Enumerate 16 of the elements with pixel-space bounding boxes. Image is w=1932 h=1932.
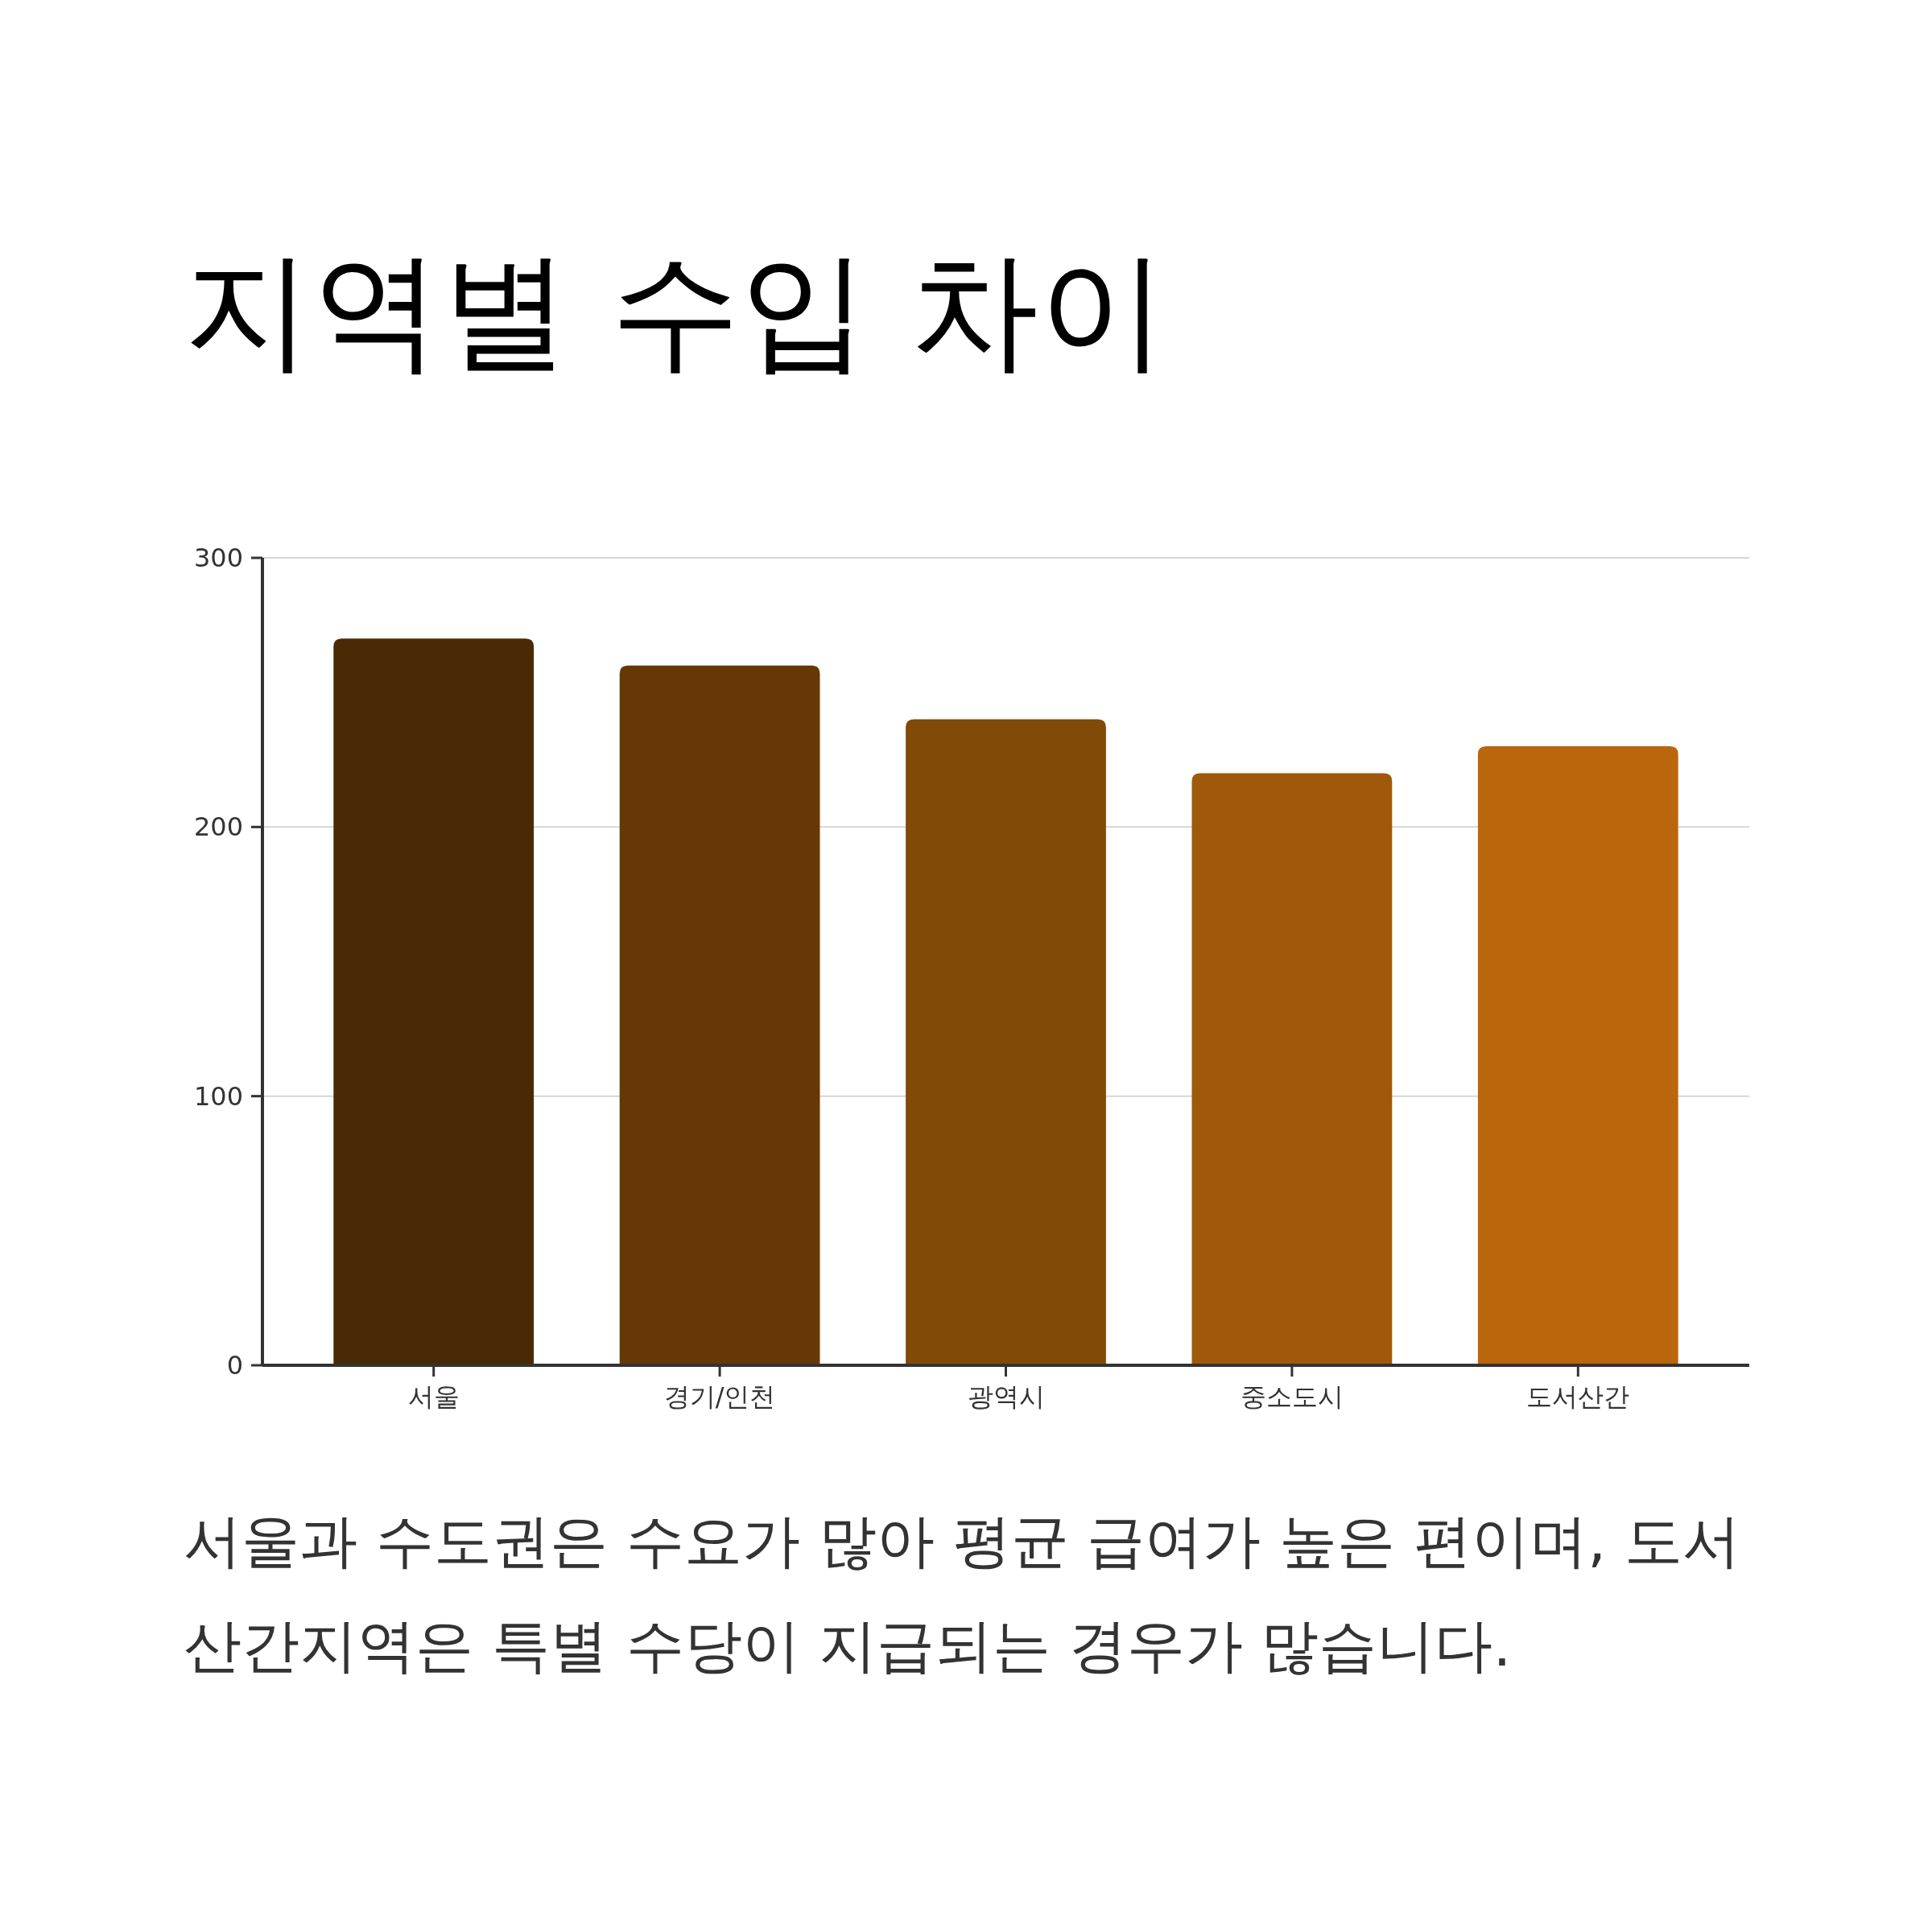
x-tick-label: 중소도시	[1240, 1381, 1344, 1412]
bar	[1477, 746, 1678, 1365]
bar	[1191, 773, 1393, 1365]
y-tick-label: 100	[193, 1080, 243, 1112]
x-tick-label: 경기/인천	[663, 1381, 776, 1412]
y-tick-label: 200	[193, 811, 243, 843]
x-tick-label: 광역시	[967, 1381, 1045, 1412]
y-tick-label: 300	[193, 543, 243, 573]
y-tick-label: 0	[226, 1350, 243, 1381]
chart-title: 지역별 수입 차이	[184, 234, 1167, 387]
bar	[619, 665, 820, 1365]
text: 서울과 수도권은 수요가 많아 평균 급여가 높은 편이며, 도서산간지역은 특별 수당이 지급되는 경우가 많습니다.	[184, 1506, 1741, 1681]
bar	[906, 719, 1106, 1365]
x-tick-label: 도서산간	[1526, 1381, 1630, 1412]
x-tick-label: 서울	[407, 1381, 460, 1412]
bar	[333, 638, 535, 1365]
